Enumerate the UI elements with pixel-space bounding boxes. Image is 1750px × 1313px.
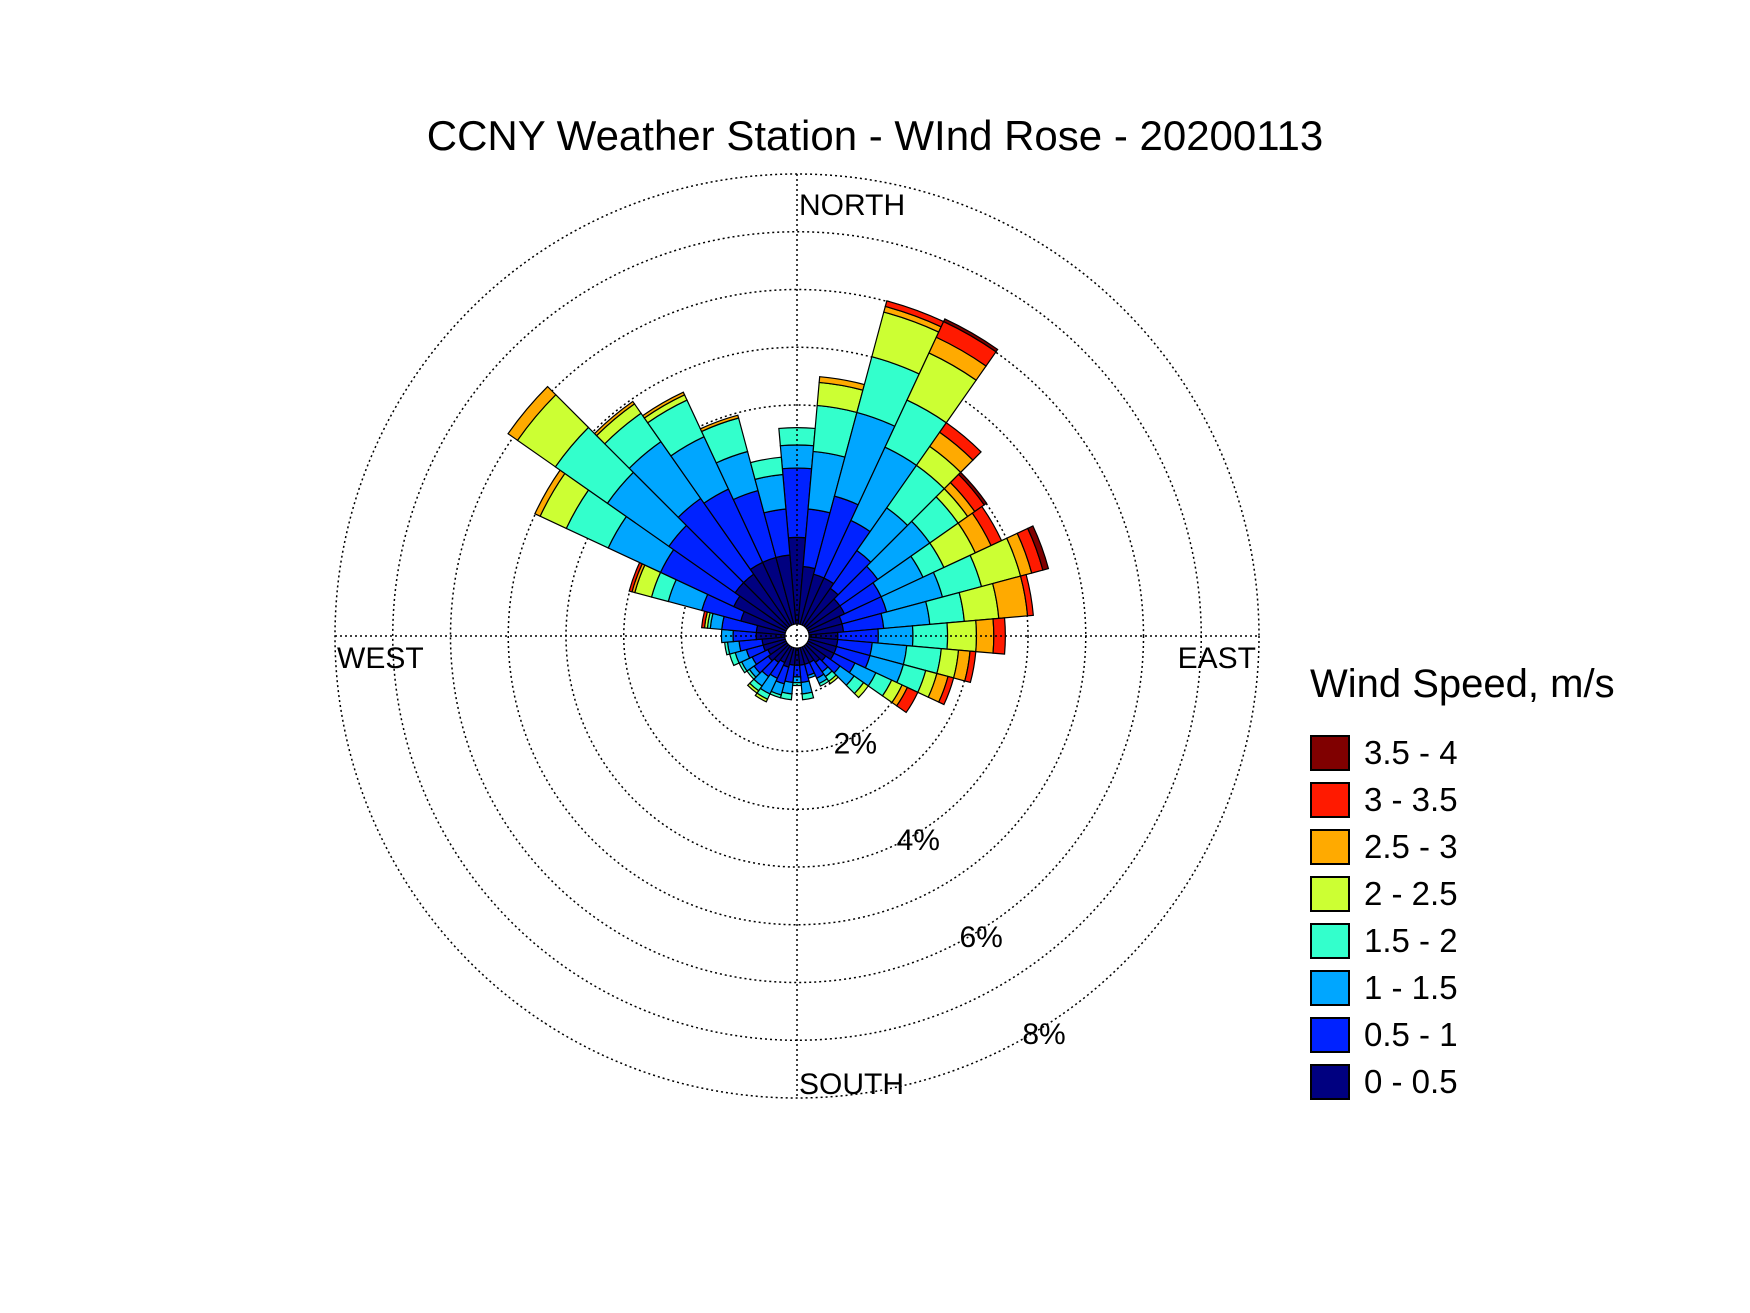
compass-label-east: EAST bbox=[1178, 642, 1256, 675]
legend-item: 1.5 - 2 bbox=[1310, 917, 1615, 964]
grid-ring bbox=[449, 288, 1145, 984]
sector-segment bbox=[957, 471, 988, 506]
sector-segment bbox=[507, 385, 557, 442]
wind-sectors bbox=[507, 300, 1050, 714]
legend-label: 1 - 1.5 bbox=[1364, 968, 1458, 1006]
radial-tick-label: 8% bbox=[1022, 1018, 1065, 1051]
chart-labels: NORTH SOUTH WEST EAST 2% 4% 6% 8% bbox=[337, 189, 1256, 1101]
legend-item: 2 - 2.5 bbox=[1310, 870, 1615, 917]
compass-label-west: WEST bbox=[337, 642, 424, 675]
sector-segment bbox=[937, 675, 955, 706]
sector-segment bbox=[1026, 525, 1050, 571]
legend-swatch bbox=[1310, 1016, 1350, 1053]
sector-segment bbox=[818, 678, 830, 687]
legend-items: 3.5 - 4 3 - 3.5 2.5 - 3 2 - 2.5 1.5 - 2 1 - 1… bbox=[1310, 729, 1615, 1105]
legend-swatch bbox=[1310, 969, 1350, 1006]
sector-segment bbox=[593, 400, 636, 437]
legend-swatch bbox=[1310, 781, 1350, 818]
legend-swatch bbox=[1310, 734, 1350, 771]
compass-axes bbox=[335, 174, 1259, 1098]
radial-tick-label: 6% bbox=[959, 921, 1002, 954]
legend-label: 1.5 - 2 bbox=[1364, 921, 1458, 959]
legend-label: 3.5 - 4 bbox=[1364, 733, 1458, 771]
legend-item: 0.5 - 1 bbox=[1310, 1011, 1615, 1058]
legend-swatch bbox=[1310, 875, 1350, 912]
legend-swatch bbox=[1310, 1063, 1350, 1100]
sector-segment bbox=[942, 318, 999, 353]
legend-label: 2.5 - 3 bbox=[1364, 827, 1458, 865]
legend-item: 2.5 - 3 bbox=[1310, 823, 1615, 870]
compass-label-north: NORTH bbox=[799, 189, 905, 222]
sector-segment bbox=[992, 617, 1006, 655]
sector-segment bbox=[641, 391, 686, 419]
sector-segment bbox=[853, 681, 870, 699]
sector-segment bbox=[749, 456, 784, 481]
sector-segment bbox=[699, 414, 740, 433]
sector-segment bbox=[746, 682, 760, 694]
sector-segment bbox=[754, 692, 769, 703]
legend-item: 3.5 - 4 bbox=[1310, 729, 1615, 776]
legend-swatch bbox=[1310, 828, 1350, 865]
legend-title: Wind Speed, m/s bbox=[1310, 662, 1615, 706]
radial-tick-label: 2% bbox=[834, 727, 877, 760]
sector-segment bbox=[964, 650, 977, 684]
legend: Wind Speed, m/s 3.5 - 4 3 - 3.5 2.5 - 3 2 -… bbox=[1310, 662, 1615, 1105]
legend-swatch bbox=[1310, 922, 1350, 959]
legend-label: 0.5 - 1 bbox=[1364, 1015, 1458, 1053]
legend-item: 1 - 1.5 bbox=[1310, 964, 1615, 1011]
legend-item: 0 - 0.5 bbox=[1310, 1058, 1615, 1105]
compass-label-south: SOUTH bbox=[799, 1068, 904, 1101]
radial-tick-label: 4% bbox=[897, 824, 940, 857]
sector-segment bbox=[801, 691, 815, 701]
sector-segment bbox=[938, 421, 982, 461]
legend-label: 3 - 3.5 bbox=[1364, 780, 1458, 818]
sector-segment bbox=[827, 674, 840, 685]
chart-title: CCNY Weather Station - WInd Rose - 20200… bbox=[426, 112, 1324, 159]
legend-label: 2 - 2.5 bbox=[1364, 874, 1458, 912]
legend-item: 3 - 3.5 bbox=[1310, 776, 1615, 823]
legend-label: 0 - 0.5 bbox=[1364, 1062, 1458, 1100]
sector-segment bbox=[1019, 573, 1034, 617]
sector-segment bbox=[895, 686, 919, 714]
